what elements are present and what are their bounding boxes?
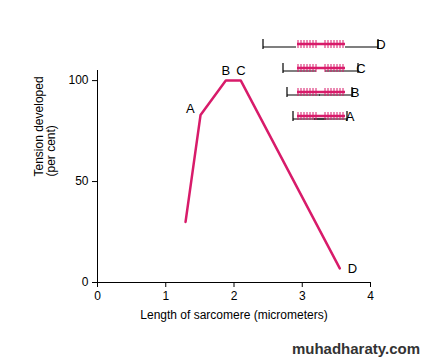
svg-text:A: A xyxy=(186,101,195,116)
svg-text:D: D xyxy=(376,37,385,52)
svg-text:C: C xyxy=(236,63,245,78)
svg-text:50: 50 xyxy=(75,174,89,188)
svg-text:2: 2 xyxy=(231,289,238,303)
svg-text:Length of sarcomere (micromete: Length of sarcomere (micrometers) xyxy=(140,308,327,322)
svg-text:C: C xyxy=(356,61,365,76)
svg-text:A: A xyxy=(346,109,355,124)
svg-text:B: B xyxy=(351,85,360,100)
html-text:muhadharaty.com: muhadharaty.com xyxy=(291,340,420,357)
svg-text:Tension developed(per cent): Tension developed(per cent) xyxy=(32,76,58,176)
svg-text:B: B xyxy=(221,63,230,78)
svg-text:0: 0 xyxy=(94,289,101,303)
svg-text:100: 100 xyxy=(68,73,88,87)
svg-text:3: 3 xyxy=(299,289,306,303)
svg-text:4: 4 xyxy=(367,289,374,303)
svg-text:1: 1 xyxy=(162,289,169,303)
svg-text:0: 0 xyxy=(82,275,89,289)
svg-text:D: D xyxy=(348,261,357,276)
